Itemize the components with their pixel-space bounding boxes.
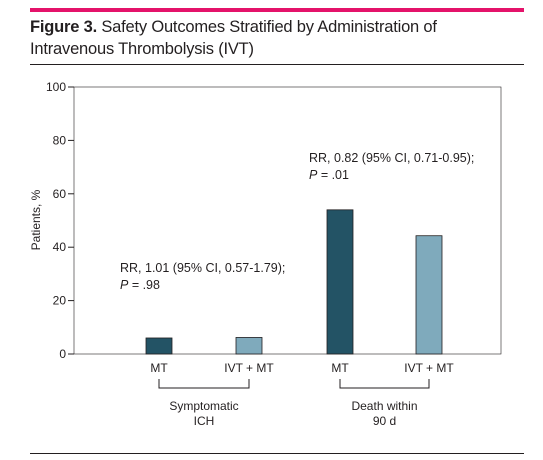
bar [145,337,173,355]
x-tick-label: MT [331,361,349,375]
y-axis-label: Patients, % [29,189,43,250]
y-tick-label: 100 [46,80,66,94]
figure-title: Figure 3. Safety Outcomes Stratified by … [30,16,524,60]
y-tick-label: 60 [53,187,67,201]
y-tick-label: 80 [53,133,67,147]
group-bracket [158,379,250,389]
x-tick-label: IVT + MT [404,361,454,375]
rr-annotation: P = .01 [309,168,349,182]
bottom-rule [30,453,524,454]
annotations: RR, 1.01 (95% CI, 0.57-1.79); P = .98 RR, … [120,151,474,292]
y-tick-label: 0 [59,347,66,361]
bar [415,235,443,355]
group-label: 90 d [373,414,396,428]
y-tick-label: 20 [53,294,67,308]
bar [326,209,354,355]
y-axis: 0 20 40 60 80 100 [46,80,74,361]
group-bracket [339,379,430,389]
y-tick-label: 40 [53,240,67,254]
x-tick-label: MT [150,361,168,375]
rr-annotation: RR, 0.82 (95% CI, 0.71-0.95); [309,151,474,165]
group-label: Death within [351,399,417,413]
rr-annotation: RR, 1.01 (95% CI, 0.57-1.79); [120,261,285,275]
bar [235,337,263,355]
plot-frame [73,86,502,355]
figure-title-text: Safety Outcomes Stratified by Administra… [30,18,437,58]
title-rule [30,64,524,65]
figure-label: Figure 3. [30,18,97,36]
bars [145,209,443,355]
rr-annotation: P = .98 [120,278,160,292]
accent-bar [30,8,524,12]
group-label: Symptomatic [169,399,238,413]
group-label: ICH [194,414,215,428]
x-tick-label: IVT + MT [224,361,274,375]
